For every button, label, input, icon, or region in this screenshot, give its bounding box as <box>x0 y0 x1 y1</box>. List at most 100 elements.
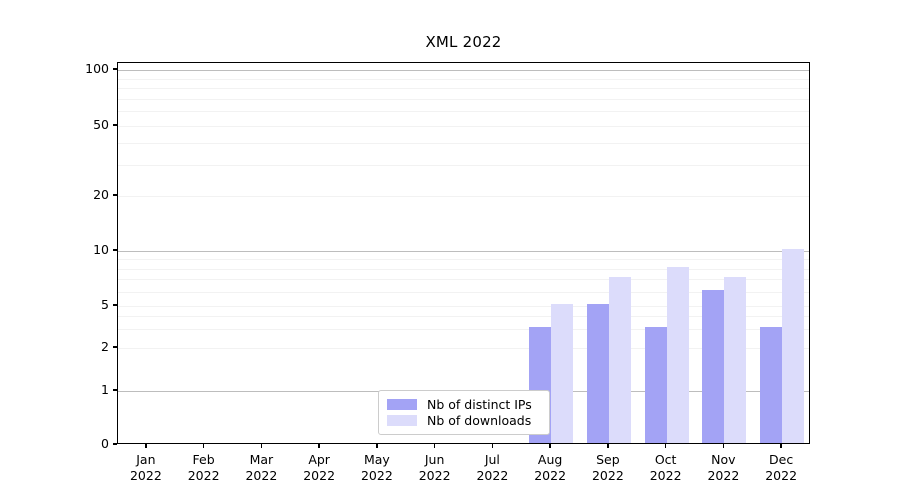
x-axis-tick <box>433 444 436 448</box>
x-axis-tick-label: Sep 2022 <box>568 452 648 483</box>
bar <box>608 277 631 443</box>
x-axis-tick <box>722 444 725 448</box>
x-axis-tick <box>780 444 782 448</box>
y-axis-tick <box>113 346 117 348</box>
gridline <box>118 251 809 252</box>
x-axis-tick-label: Jun 2022 <box>395 452 475 483</box>
y-axis-tick-label: 50 <box>93 117 109 132</box>
bar <box>551 304 574 443</box>
x-label-month: Oct <box>654 452 677 467</box>
y-axis-tick-label: 20 <box>93 187 109 202</box>
x-axis-tick-label: Jan 2022 <box>106 452 186 483</box>
x-axis-tick <box>318 444 320 448</box>
x-axis-tick-label: Jul 2022 <box>452 452 532 483</box>
y-axis-tick <box>113 249 117 251</box>
y-axis-tick-label: 10 <box>93 242 109 257</box>
x-label-year: 2022 <box>245 467 278 483</box>
gridline <box>118 279 809 281</box>
x-label-month: May <box>363 452 390 467</box>
gridline <box>118 88 809 90</box>
y-axis-tick <box>113 194 117 196</box>
x-label-year: 2022 <box>649 467 682 483</box>
gridline <box>118 78 809 80</box>
x-label-month: Aug <box>537 452 563 467</box>
gridline <box>118 98 809 100</box>
x-label-year: 2022 <box>360 467 393 483</box>
bar <box>644 327 667 443</box>
legend-label: Nb of downloads <box>427 412 532 428</box>
x-label-month: Jan <box>136 452 156 467</box>
x-label-month: Feb <box>192 452 215 467</box>
x-axis-tick <box>664 444 667 448</box>
y-axis-tick <box>113 124 117 126</box>
x-label-year: 2022 <box>129 467 162 483</box>
y-axis-tick-label: 100 <box>85 61 109 76</box>
x-axis-tick <box>145 444 147 448</box>
chart-legend: Nb of distinct IPs Nb of downloads <box>378 390 550 435</box>
bar <box>782 249 805 443</box>
legend-item[interactable]: Nb of downloads <box>387 412 541 428</box>
x-axis-tick <box>607 444 609 448</box>
legend-label: Nb of distinct IPs <box>427 396 532 412</box>
y-axis-tick <box>113 389 117 391</box>
x-label-year: 2022 <box>418 467 451 483</box>
x-label-month: Dec <box>769 452 794 467</box>
x-axis-tick-label: Oct 2022 <box>626 452 706 483</box>
gridline <box>118 268 809 270</box>
x-axis-tick <box>376 444 378 448</box>
bar <box>760 327 783 443</box>
y-axis-tick <box>113 443 117 445</box>
x-label-month: Jun <box>424 452 445 467</box>
x-axis-tick-label: Dec 2022 <box>741 452 821 483</box>
gridline <box>118 306 809 307</box>
x-axis-tick <box>549 444 551 448</box>
y-axis-tick-label: 2 <box>101 339 109 354</box>
y-axis-tick-label: 5 <box>101 297 109 312</box>
bar <box>724 277 747 443</box>
plot-area <box>117 62 810 444</box>
x-axis-tick-label: May 2022 <box>337 452 417 483</box>
legend-item[interactable]: Nb of distinct IPs <box>387 396 541 412</box>
legend-swatch-icon <box>387 398 417 410</box>
bar <box>666 266 689 443</box>
gridline <box>118 143 809 145</box>
x-label-year: 2022 <box>707 467 740 483</box>
x-label-year: 2022 <box>765 467 798 483</box>
x-label-year: 2022 <box>303 467 336 483</box>
x-axis-tick-label: Apr 2022 <box>279 452 359 483</box>
x-axis-tick-label: Feb 2022 <box>164 452 244 483</box>
x-label-year: 2022 <box>187 467 220 483</box>
x-label-month: Mar <box>249 452 274 467</box>
y-axis-tick <box>113 68 117 70</box>
bar <box>586 304 609 443</box>
x-axis-tick <box>202 444 205 448</box>
x-axis-tick-label: Nov 2022 <box>683 452 763 483</box>
gridline <box>118 70 809 71</box>
gridline <box>118 111 809 113</box>
x-label-year: 2022 <box>534 467 567 483</box>
gridline <box>118 329 809 331</box>
x-label-month: Jul <box>484 452 500 467</box>
x-axis-tick <box>491 444 494 448</box>
legend-swatch-icon <box>387 414 417 426</box>
x-label-month: Nov <box>711 452 736 467</box>
chart-title: XML 2022 <box>425 33 502 51</box>
x-label-month: Apr <box>308 452 330 467</box>
bar <box>702 289 725 443</box>
gridline <box>118 259 809 261</box>
gridline <box>118 126 809 127</box>
y-axis-labels: 0 1 2 5 10 20 50 100 <box>34 0 109 500</box>
gridline <box>118 196 809 197</box>
x-axis-tick <box>260 444 263 448</box>
gridline <box>118 291 809 293</box>
y-axis-tick <box>113 304 117 306</box>
x-label-year: 2022 <box>476 467 509 483</box>
x-axis-tick-label: Aug 2022 <box>510 452 590 483</box>
gridline <box>118 165 809 167</box>
y-axis-tick-label: 1 <box>101 382 109 397</box>
y-axis-tick-label: 0 <box>101 436 109 451</box>
x-label-year: 2022 <box>591 467 624 483</box>
x-label-month: Sep <box>596 452 620 467</box>
gridline <box>118 348 809 349</box>
